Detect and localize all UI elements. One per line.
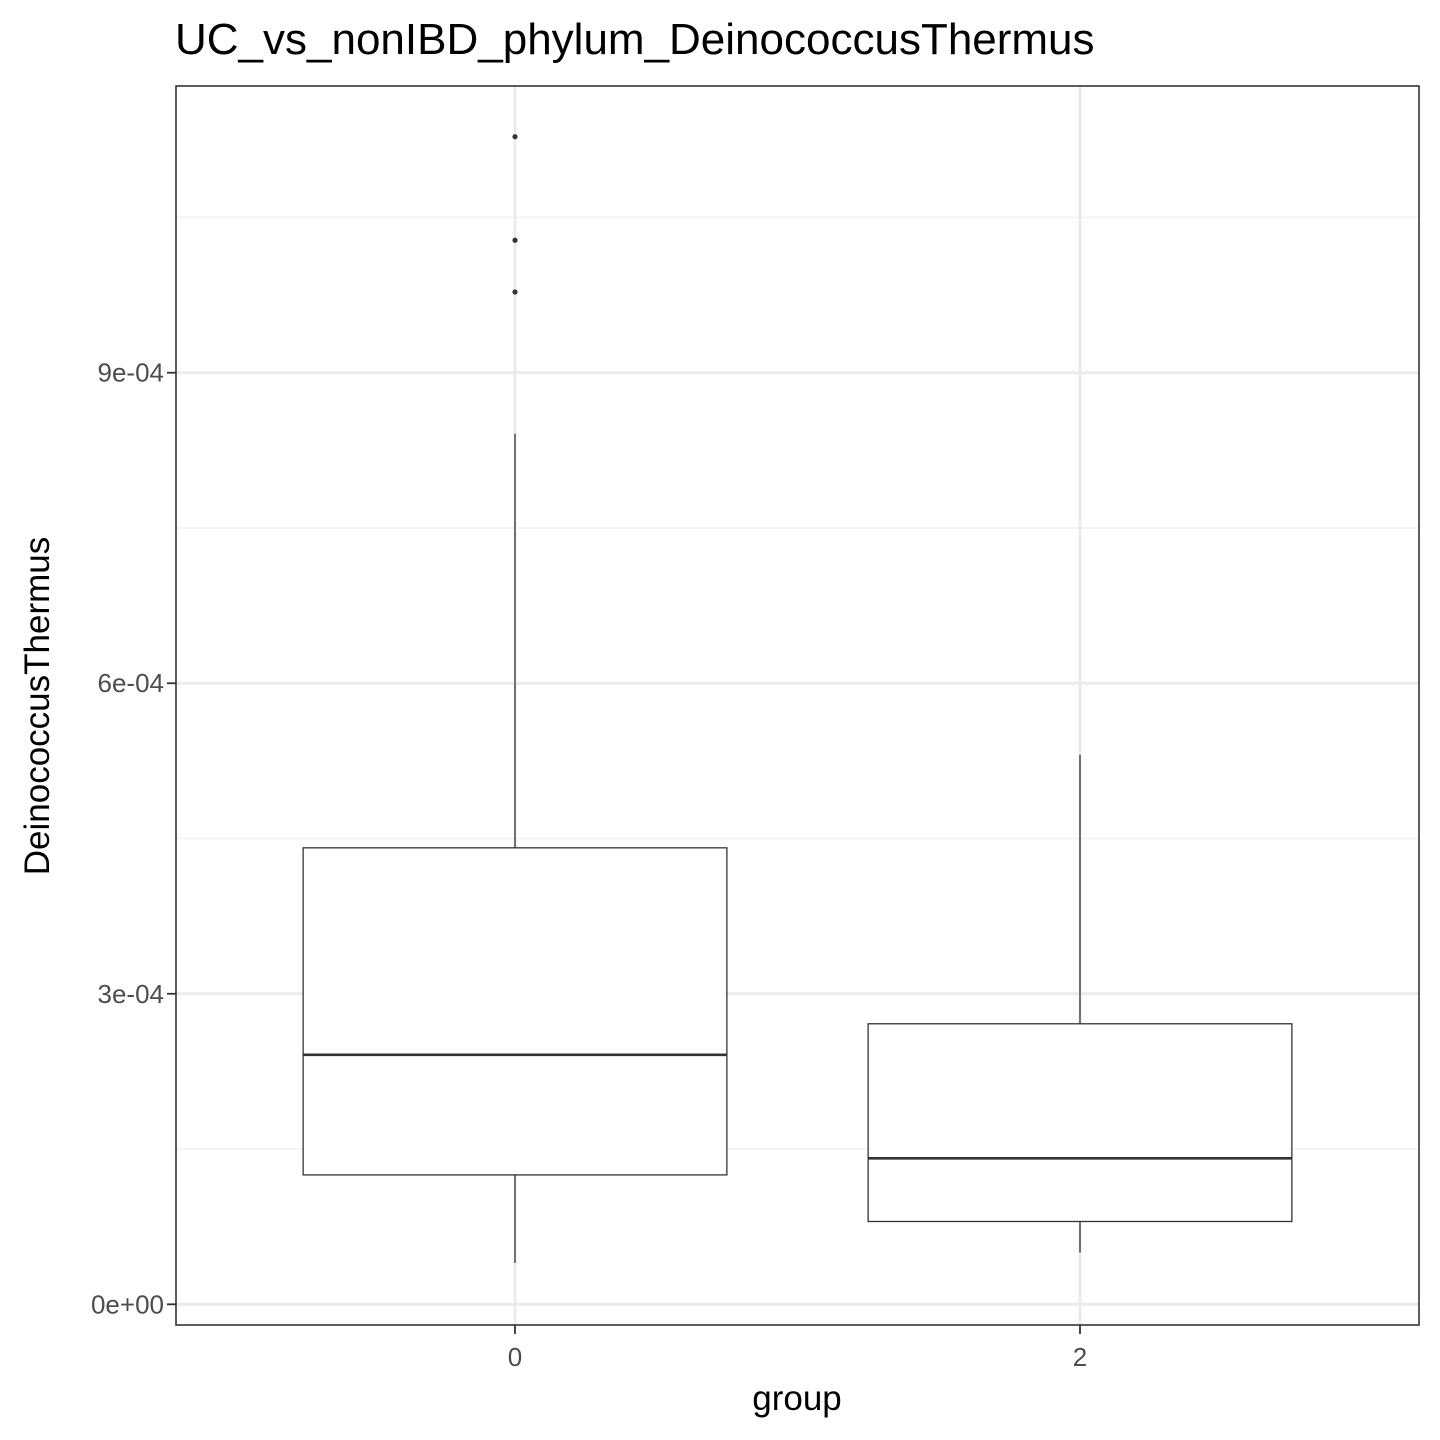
chart-title: UC_vs_nonIBD_phylum_DeinococcusThermus [175,15,1095,64]
y-axis: 0e+00 3e-04 6e-04 9e-04 [91,358,176,1319]
y-axis-title: DeinococcusThermus [18,537,57,875]
y-tick-label: 3e-04 [98,979,165,1009]
outlier-point [512,237,518,243]
boxplot-group-0 [302,134,728,1263]
boxplots [302,134,1293,1263]
x-tick-label: 0 [508,1342,522,1372]
x-axis-title: group [752,1379,842,1418]
y-tick-label: 6e-04 [98,668,165,698]
box-iqr [302,847,728,1176]
x-tick-label: 2 [1073,1342,1087,1372]
y-tick-label: 9e-04 [98,358,165,388]
outlier-point [512,134,518,140]
boxplot-group-2 [867,754,1293,1253]
panel-border [175,85,1420,1326]
box-iqr [867,1023,1293,1223]
y-tick-label: 0e+00 [91,1289,164,1319]
outlier-point [512,289,518,295]
